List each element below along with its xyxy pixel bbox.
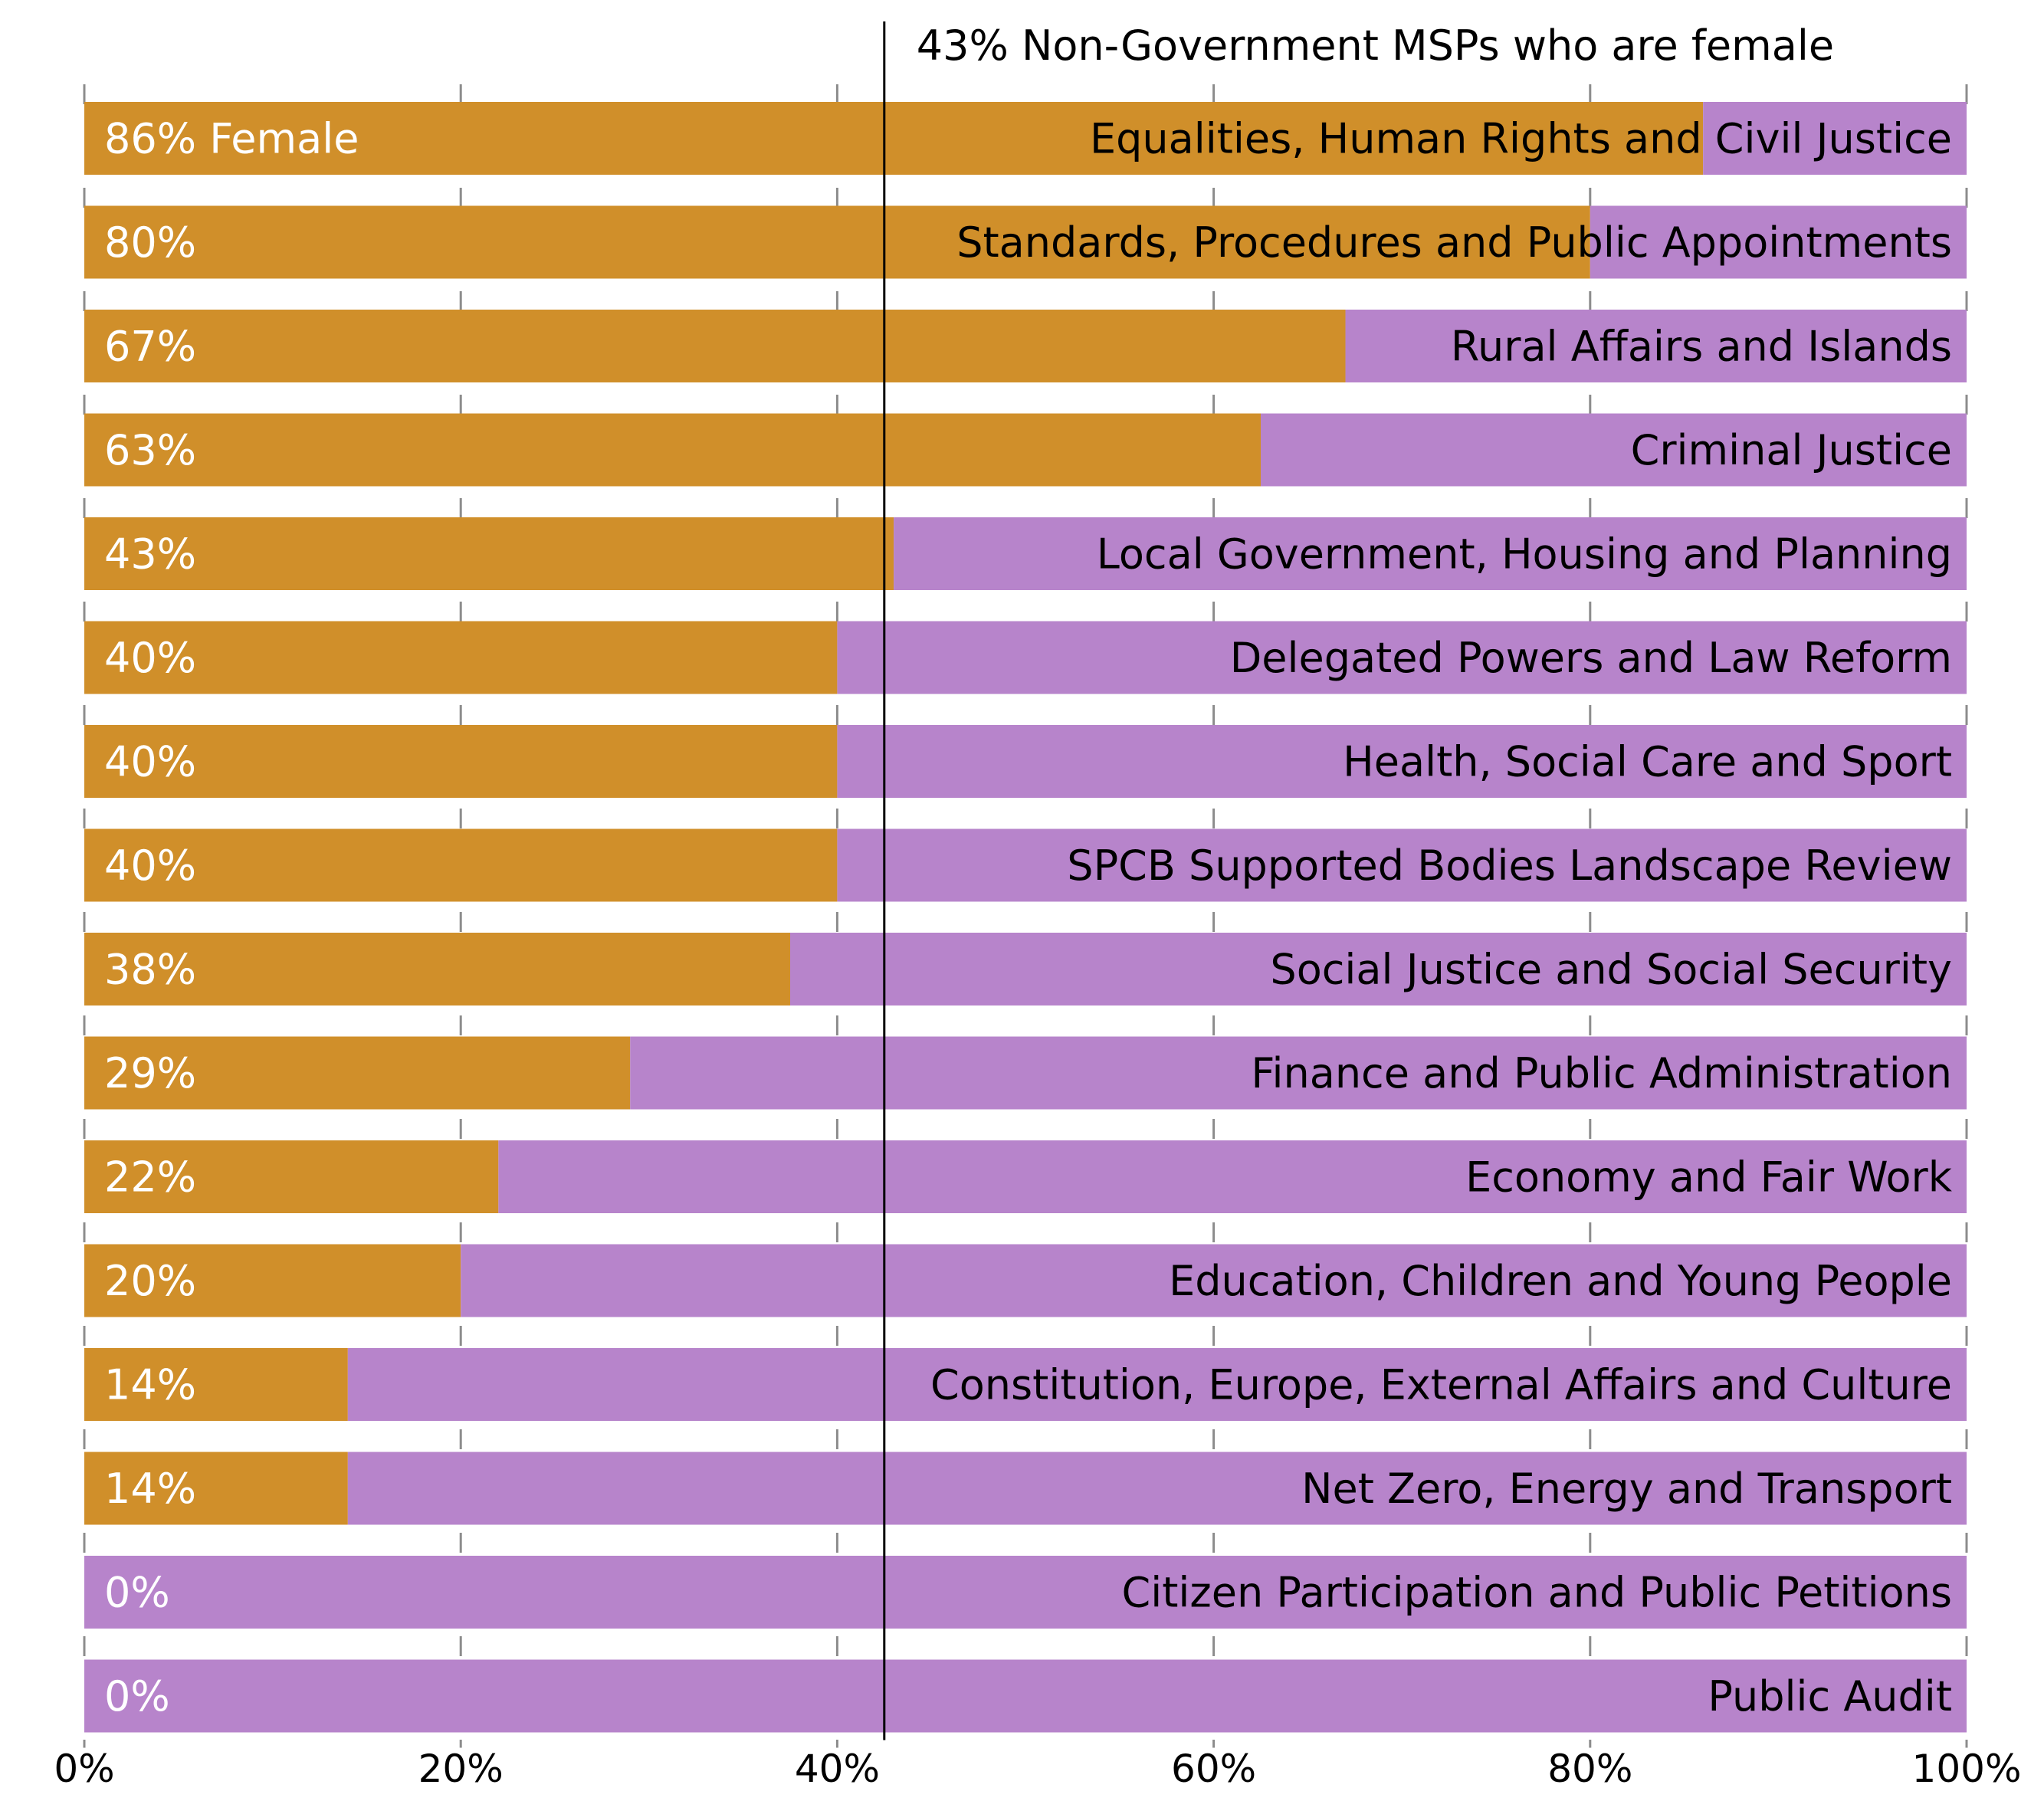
x-tick-label: 20%: [418, 1747, 504, 1791]
bar-segment-remainder: [790, 933, 1967, 1005]
bar-segment-remainder: [1703, 102, 1967, 175]
bar-labels: 86% Female Equalities, Human Rights and C…: [104, 115, 1953, 1721]
x-axis-ticks: 0% 20% 40% 60% 80% 100%: [54, 1747, 2021, 1791]
bar-category-label: Rural Affairs and Islands: [1451, 323, 1952, 371]
bar-segment-remainder: [837, 725, 1967, 798]
bar-segment-remainder: [894, 517, 1967, 590]
bar-value-label: 22%: [104, 1153, 196, 1202]
bar-segment-female: [84, 1036, 631, 1110]
bar-segment-female: [84, 205, 1590, 279]
bar-category-label: Local Government, Housing and Planning: [1097, 530, 1952, 579]
bar-segment-remainder: [498, 1140, 1967, 1213]
bar-segment-female: [84, 1452, 348, 1525]
bar-segment-female: [84, 933, 790, 1005]
bar-category-label: Public Audit: [1708, 1672, 1952, 1721]
bar-segment-remainder: [1590, 205, 1967, 279]
bar-segment-remainder: [837, 828, 1967, 902]
bar-value-label: 14%: [104, 1465, 196, 1513]
bar-value-label: 67%: [104, 323, 196, 371]
bar-segment-female: [84, 1244, 461, 1317]
bar-value-label: 40%: [104, 738, 196, 786]
x-tick-label: 40%: [795, 1747, 880, 1791]
bar-segment-female: [84, 828, 838, 902]
bar-segment-female: [84, 621, 838, 694]
bar-value-label: 80%: [104, 218, 196, 267]
bar-category-label: Finance and Public Administration: [1251, 1049, 1952, 1097]
bar-value-label: 20%: [104, 1257, 196, 1305]
bar-segment-female: [84, 517, 894, 590]
bar-segment-remainder: [1261, 413, 1967, 487]
bar-segment-female: [84, 310, 1346, 382]
bar-value-label: 43%: [104, 530, 196, 579]
gridlines: [83, 84, 1968, 1748]
bar-category-label: Standards, Procedures and Public Appoint…: [956, 218, 1952, 267]
bar-value-label: 38%: [104, 946, 196, 994]
x-tick-label: 0%: [54, 1747, 114, 1791]
bar-segment-female: [84, 413, 1261, 487]
bar-value-label: 40%: [104, 634, 196, 682]
bar-category-label: Constitution, Europe, External Affairs a…: [930, 1361, 1952, 1409]
bar-value-label: 14%: [104, 1361, 196, 1409]
bars: [84, 102, 1967, 1733]
bar-segment-remainder: [84, 1556, 1967, 1629]
bar-segment-remainder: [837, 621, 1967, 694]
bar-category-label: Economy and Fair Work: [1465, 1153, 1953, 1202]
bar-segment-remainder: [347, 1348, 1967, 1421]
x-tick-label: 100%: [1912, 1747, 2022, 1791]
reference-line-label: 43% Non-Government MSPs who are female: [917, 21, 1834, 70]
bar-segment-female: [84, 102, 1704, 175]
bar-value-label: 63%: [104, 426, 196, 474]
bar-category-label: Equalities, Human Rights and Civil Justi…: [1090, 115, 1952, 163]
bar-category-label: Net Zero, Energy and Transport: [1301, 1465, 1952, 1513]
bar-segment-female: [84, 725, 838, 798]
x-tick-label: 80%: [1547, 1747, 1632, 1791]
reference-line-group: 43% Non-Government MSPs who are female: [883, 21, 1834, 1740]
bar-segment-remainder: [630, 1036, 1967, 1110]
bar-value-label: 29%: [104, 1049, 196, 1097]
bar-segment-remainder: [1345, 310, 1967, 382]
bar-category-label: Criminal Justice: [1631, 426, 1952, 474]
bar-segment-female: [84, 1140, 499, 1213]
bar-value-label: 0%: [104, 1672, 170, 1721]
bar-segment-remainder: [461, 1244, 1967, 1317]
bar-category-label: Citizen Participation and Public Petitio…: [1122, 1569, 1952, 1617]
bar-category-label: Delegated Powers and Law Reform: [1230, 634, 1952, 682]
bar-category-label: Education, Children and Young People: [1169, 1257, 1952, 1305]
bar-segment-remainder: [347, 1452, 1967, 1525]
bar-category-label: Social Justice and Social Security: [1270, 946, 1952, 994]
bar-segment-female: [84, 1348, 348, 1421]
bar-value-label: 40%: [104, 841, 196, 890]
bar-segment-remainder: [84, 1659, 1967, 1733]
bar-category-label: SPCB Supported Bodies Landscape Review: [1067, 841, 1952, 890]
x-tick-label: 60%: [1171, 1747, 1256, 1791]
bar-value-label: 0%: [104, 1569, 170, 1617]
bar-value-label: 86% Female: [104, 115, 359, 163]
bar-category-label: Health, Social Care and Sport: [1343, 738, 1952, 786]
